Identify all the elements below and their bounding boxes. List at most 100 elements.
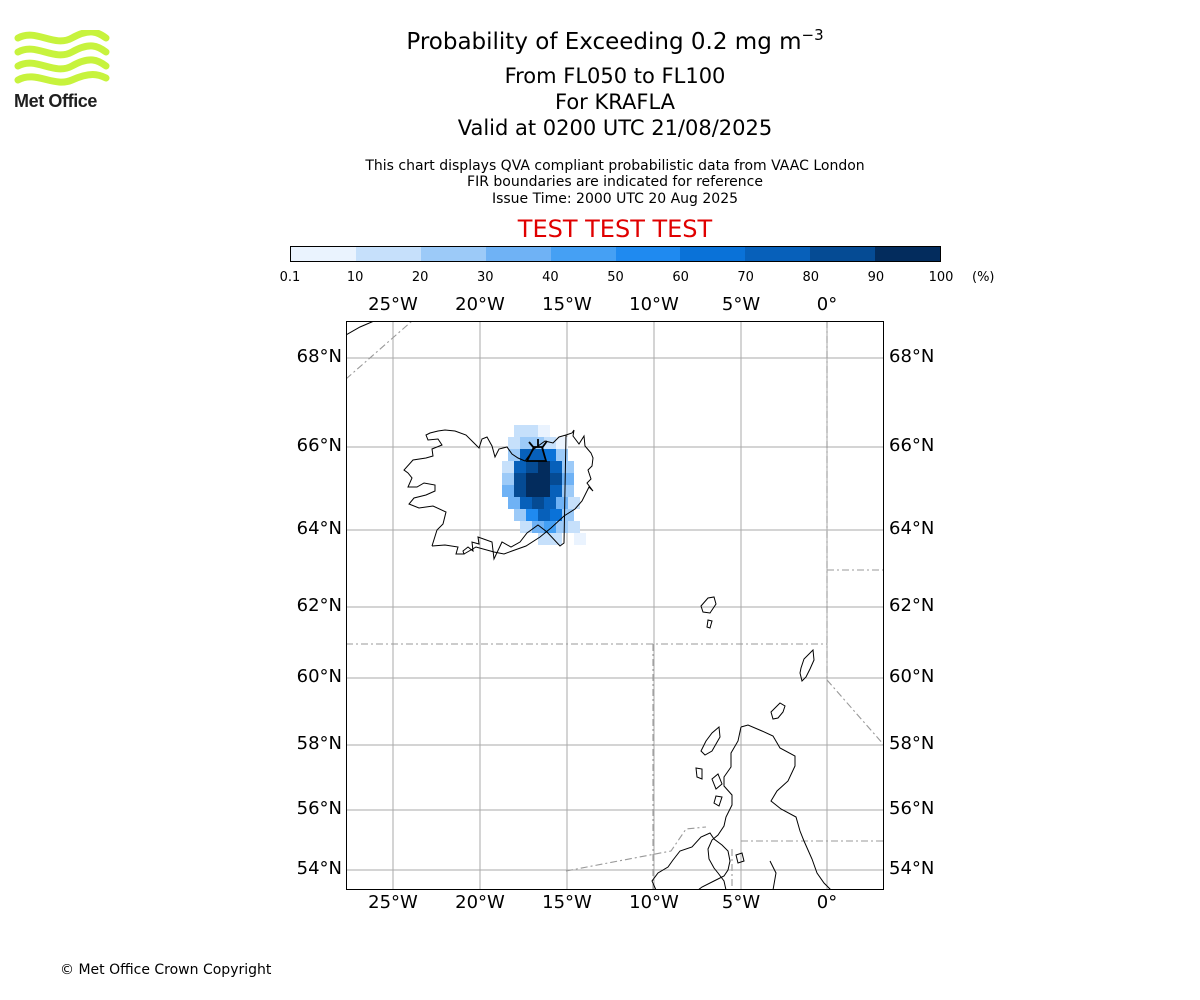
latitude-label-left: 64°N: [296, 518, 342, 539]
ash-cell: [502, 485, 514, 497]
fir-boundary-sw: [565, 826, 707, 872]
ash-cell: [514, 461, 526, 473]
ash-cell: [520, 437, 532, 449]
chart-title-exponent: −3: [801, 26, 824, 44]
test-banner: TEST TEST TEST: [517, 215, 713, 243]
graticule: [346, 321, 884, 890]
volcano-icon: [525, 439, 548, 462]
coastline-nw-corner: [346, 321, 375, 336]
colorbar-tick-label: 20: [411, 270, 429, 285]
colorbar-tick-label: 100: [928, 270, 954, 285]
longitude-label-bottom: 5°W: [721, 892, 761, 913]
met-office-waves-icon: [14, 30, 110, 86]
colorbar-swatch-9: [875, 247, 941, 261]
ash-cell: [538, 473, 550, 485]
latitude-label-right: 58°N: [889, 733, 935, 754]
ash-cell: [550, 509, 562, 521]
ash-cell: [550, 461, 562, 473]
ash-cell: [520, 497, 532, 509]
latitude-label-left: 54°N: [296, 858, 342, 879]
latitude-label-left: 66°N: [296, 435, 342, 456]
ash-cell: [562, 461, 574, 473]
note-line-3: Issue Time: 2000 UTC 20 Aug 2025: [491, 191, 739, 207]
note-line-2: FIR boundaries are indicated for referen…: [467, 174, 763, 190]
latitude-label-right: 54°N: [889, 858, 935, 879]
latitude-label-left: 62°N: [296, 595, 342, 616]
coastline-iceland: [431, 429, 594, 561]
latitude-label-right: 64°N: [889, 518, 935, 539]
ash-cell: [514, 485, 526, 497]
longitude-label-top: 0°: [816, 294, 838, 315]
longitude-label-bottom: 15°W: [542, 892, 592, 913]
colorbar-unit: (%): [972, 270, 995, 285]
coastline-scotland-west: [707, 726, 742, 890]
ash-cell: [568, 521, 580, 533]
chart-title: Probability of Exceeding 0.2 mg m−3: [300, 28, 930, 56]
map-panel: [346, 321, 884, 890]
ash-cell: [538, 425, 550, 437]
met-office-logo: Met Office: [14, 30, 110, 114]
ash-cell: [526, 473, 538, 485]
ash-cell: [550, 533, 562, 545]
colorbar-tick-label: 0.1: [279, 270, 301, 285]
ash-cell: [526, 509, 538, 521]
ash-cell: [532, 449, 544, 461]
coastline-scotland: [740, 724, 832, 890]
ash-cell: [544, 437, 556, 449]
longitude-label-bottom: 10°W: [629, 892, 679, 913]
coastline-iceland-north: [403, 429, 567, 547]
colorbar-tick-label: 90: [867, 270, 885, 285]
ash-cell: [526, 461, 538, 473]
coastline-hebrides: [695, 725, 723, 807]
ash-cell: [538, 485, 550, 497]
latitude-label-left: 56°N: [296, 798, 342, 819]
logo-text: Met Office: [14, 91, 98, 111]
ash-cell: [574, 533, 586, 545]
longitude-label-top: 15°W: [542, 294, 592, 315]
ash-cell: [562, 473, 574, 485]
ash-cell: [508, 497, 520, 509]
longitude-label-top: 10°W: [629, 294, 679, 315]
colorbar-swatch-2: [420, 247, 486, 261]
latitude-label-left: 60°N: [296, 666, 342, 687]
colorbar-tick-label: 40: [542, 270, 559, 285]
longitude-label-top: 25°W: [368, 294, 418, 315]
ash-cell: [514, 473, 526, 485]
ash-cell: [502, 461, 514, 473]
level-range: From FL050 to FL100: [504, 64, 726, 88]
colorbar-swatch-7: [745, 247, 811, 261]
ash-cell: [520, 521, 532, 533]
ash-cell: [514, 425, 526, 437]
chart-title-text: Probability of Exceeding 0.2 mg m: [406, 29, 802, 55]
longitude-label-top: 20°W: [455, 294, 505, 315]
ash-cell: [526, 485, 538, 497]
valid-time: Valid at 0200 UTC 21/08/2025: [457, 116, 773, 140]
latitude-label-right: 68°N: [889, 346, 935, 367]
colorbar-tick-label: 30: [477, 270, 494, 285]
colorbar-tick-label: 50: [607, 270, 624, 285]
colorbar-swatch-1: [355, 247, 421, 261]
ash-cell: [538, 509, 550, 521]
colorbar-swatch-5: [615, 247, 681, 261]
ash-cell: [544, 497, 556, 509]
ash-cell: [514, 509, 526, 521]
latitude-label-left: 58°N: [296, 733, 342, 754]
coastline-isle-of-man: [735, 852, 745, 864]
latitude-label-right: 66°N: [889, 435, 935, 456]
coastline-orkney: [770, 702, 786, 720]
ash-cell: [550, 473, 562, 485]
colorbar-tick-label: 80: [802, 270, 820, 285]
colorbar: [290, 246, 941, 262]
ash-cell: [556, 449, 568, 461]
coastline-ireland: [651, 832, 731, 890]
colorbar-swatch-0: [291, 247, 356, 261]
colorbar-swatch-3: [485, 247, 551, 261]
ash-cell: [562, 485, 574, 497]
coastline-uk-east: [769, 860, 777, 890]
longitude-label-bottom: 25°W: [368, 892, 418, 913]
latitude-label-right: 56°N: [889, 798, 935, 819]
coastline-faroes-2: [706, 619, 713, 629]
colorbar-tick-label: 70: [737, 270, 754, 285]
volcano-line: For KRAFLA: [555, 90, 675, 114]
ash-cell: [544, 521, 556, 533]
